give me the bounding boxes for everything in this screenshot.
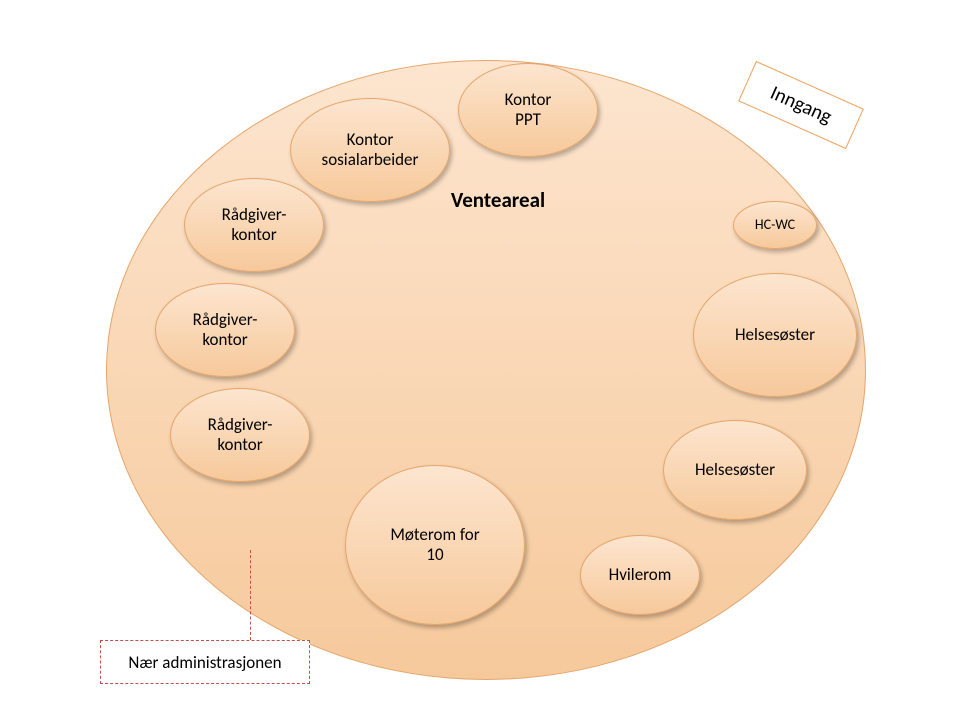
node-kontor-sosial: Kontorsosialarbeider <box>290 98 450 202</box>
node-label: KontorPPT <box>505 90 552 129</box>
node-label: HC-WC <box>755 217 795 233</box>
node-label: Hvilerom <box>609 565 672 585</box>
entrance-label: Inngang <box>767 81 836 129</box>
node-label: Helsesøster <box>695 460 775 480</box>
node-moterom: Møterom for10 <box>345 465 525 625</box>
annotation-connector <box>250 550 251 640</box>
node-label: Rådgiver-kontor <box>193 310 258 349</box>
node-label: Rådgiver-kontor <box>208 415 273 454</box>
node-hvilerom: Hvilerom <box>580 535 700 615</box>
node-label: Helsesøster <box>735 325 815 345</box>
node-radgiver-1: Rådgiver-kontor <box>184 178 324 272</box>
diagram-stage: KontorPPT Kontorsosialarbeider Rådgiver-ko… <box>0 0 960 720</box>
node-label: Kontorsosialarbeider <box>322 130 419 169</box>
node-radgiver-2: Rådgiver-kontor <box>155 283 295 377</box>
node-kontor-ppt: KontorPPT <box>458 63 598 157</box>
node-helsesoster-2: Helsesøster <box>663 420 807 520</box>
node-radgiver-3: Rådgiver-kontor <box>170 388 310 482</box>
annotation-box: Nær administrasjonen <box>100 640 310 684</box>
entrance-box: Inngang <box>738 61 864 149</box>
node-label: Rådgiver-kontor <box>222 205 287 244</box>
node-label: Møterom for10 <box>390 525 479 564</box>
center-label: Venteareal <box>451 187 545 213</box>
node-hc-wc: HC-WC <box>733 201 817 249</box>
annotation-label: Nær administrasjonen <box>128 652 281 673</box>
node-helsesoster-1: Helsesøster <box>693 273 857 397</box>
